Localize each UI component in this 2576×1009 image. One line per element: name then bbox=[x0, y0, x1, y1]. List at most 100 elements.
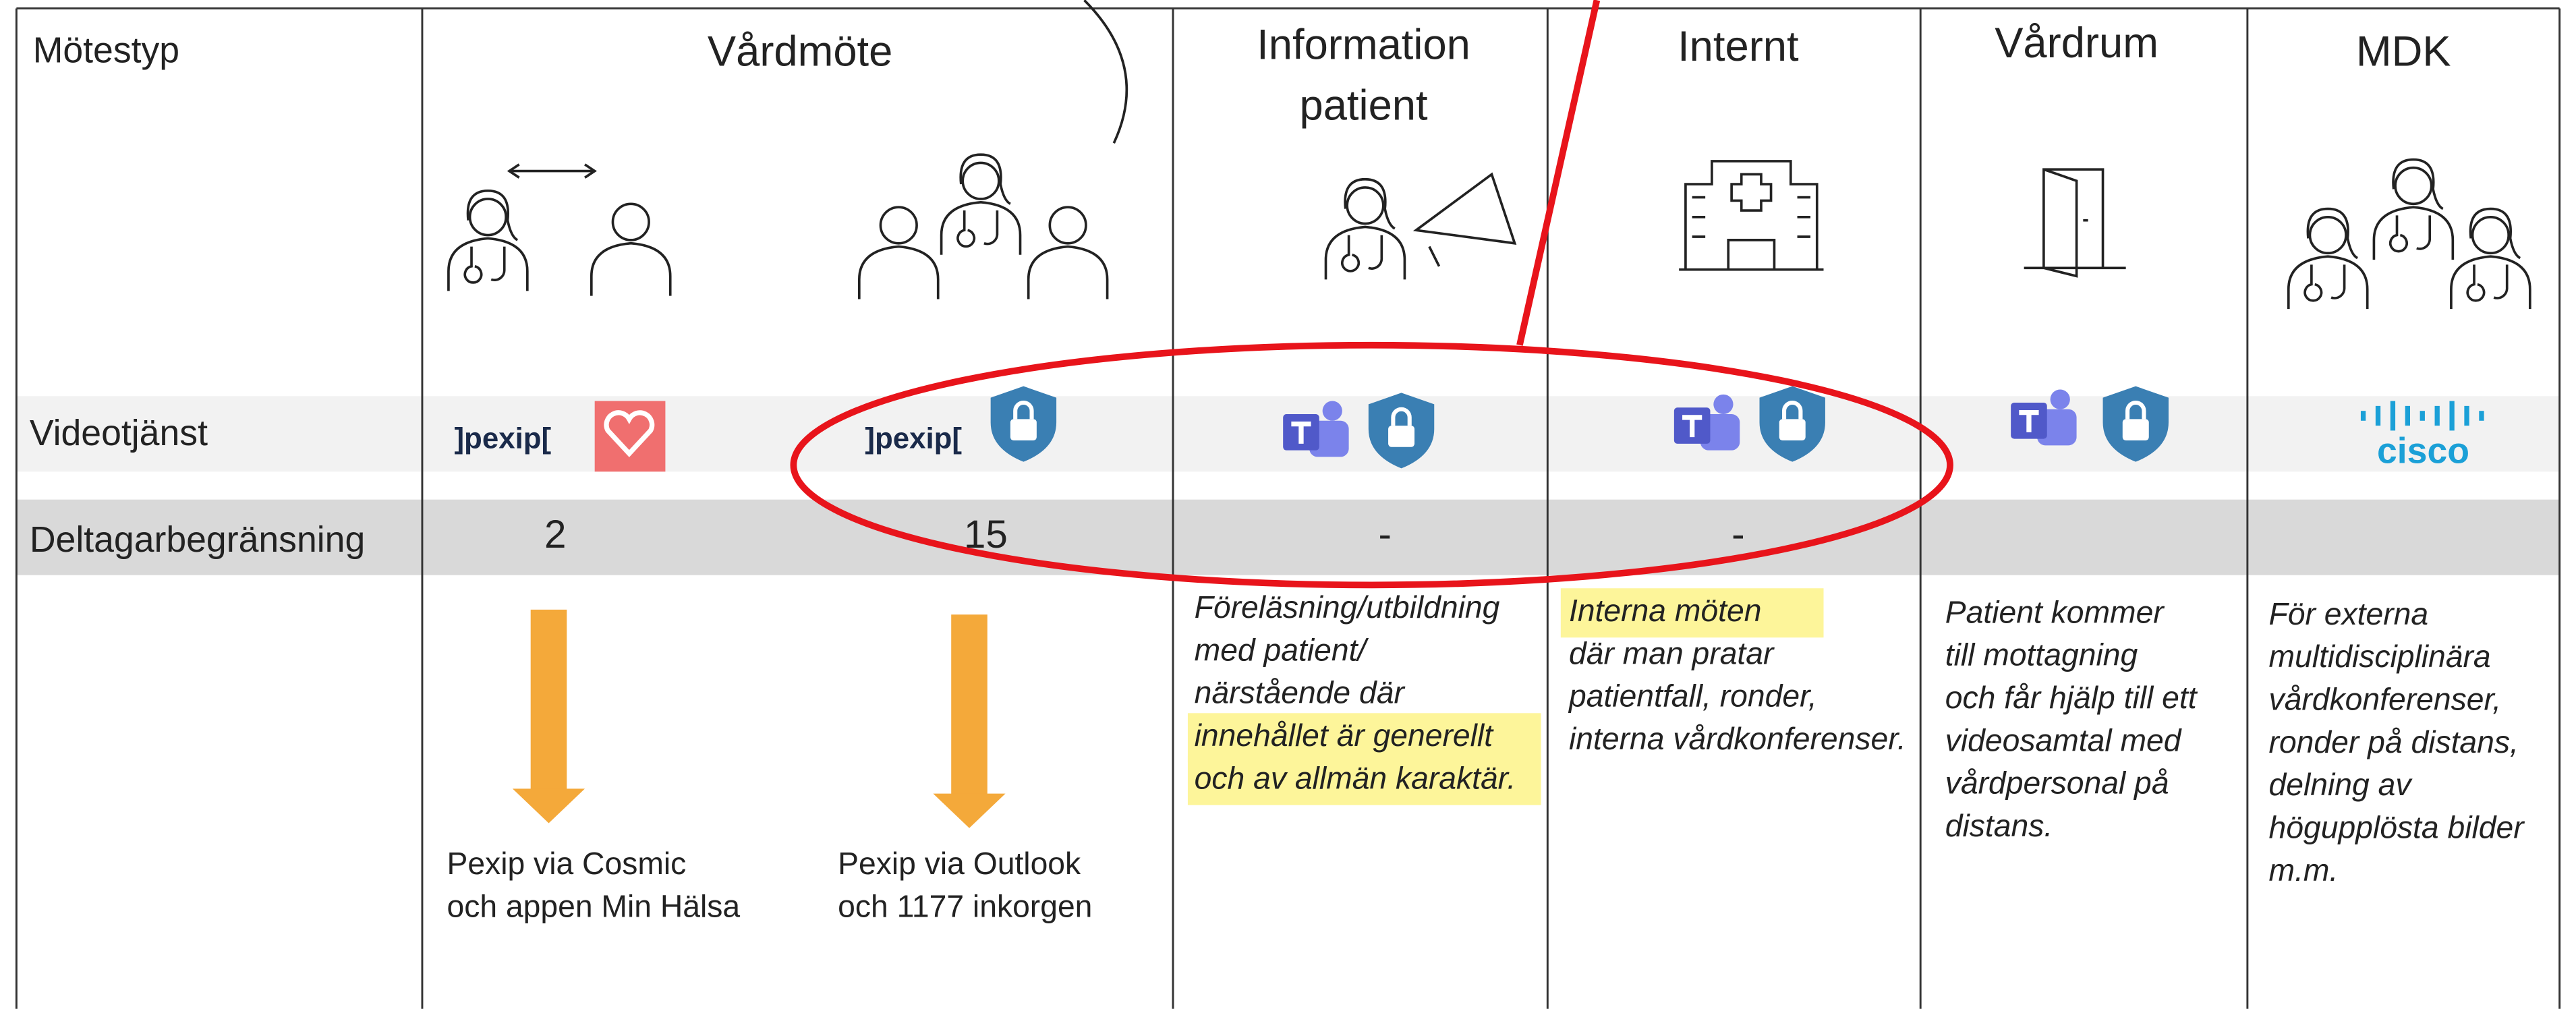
person-head bbox=[961, 161, 1000, 200]
icons bbox=[447, 153, 2531, 310]
description-line: patientfall, ronder, bbox=[1568, 679, 1817, 714]
cisco-bar bbox=[2375, 405, 2381, 426]
door bbox=[2024, 168, 2126, 278]
stethoscope bbox=[1341, 235, 1383, 272]
pexip-logo: ]pexip[ bbox=[454, 422, 551, 455]
description-line: med patient/ bbox=[1195, 632, 1369, 667]
description-line: videosamtal med bbox=[1945, 722, 2182, 757]
highlight bbox=[1187, 755, 1541, 805]
column-title: Internt bbox=[1678, 23, 1799, 70]
label: Mötestyp bbox=[33, 30, 179, 70]
teams-logo bbox=[2019, 409, 2039, 432]
person-hair bbox=[2392, 158, 2444, 210]
teams-logo bbox=[1291, 422, 1311, 444]
highlight bbox=[1187, 713, 1541, 763]
person-body bbox=[1027, 245, 1109, 299]
teams-logo bbox=[2050, 389, 2070, 409]
cisco-bar bbox=[2360, 411, 2366, 421]
hospital bbox=[1679, 160, 1824, 271]
person-hair bbox=[1344, 177, 1396, 230]
lock-body bbox=[2122, 419, 2149, 441]
cisco-logo: cisco bbox=[2377, 431, 2469, 471]
description-line: där man pratar bbox=[1569, 635, 1775, 670]
teams-logo bbox=[1713, 394, 1734, 415]
participant-limit: 2 bbox=[544, 513, 567, 556]
cisco-bar bbox=[2390, 401, 2396, 431]
description-line: För externa bbox=[2269, 596, 2429, 631]
arrows bbox=[512, 609, 1006, 828]
person-body bbox=[447, 237, 529, 291]
note: och appen Min Hälsa bbox=[447, 888, 740, 923]
person-head bbox=[2394, 166, 2433, 206]
heart bbox=[604, 410, 655, 457]
description-line: multidisciplinära bbox=[2269, 639, 2491, 674]
person-body bbox=[857, 245, 940, 299]
cisco-bar bbox=[2405, 405, 2411, 426]
cisco-bar bbox=[2434, 405, 2440, 426]
person-hair bbox=[2469, 207, 2521, 260]
description-line: delning av bbox=[2269, 767, 2413, 802]
column-title: Information bbox=[1257, 22, 1470, 69]
person-head bbox=[2471, 215, 2510, 255]
label: Videotjänst bbox=[30, 413, 208, 453]
teams-logo bbox=[1682, 415, 1702, 438]
double-arrow bbox=[507, 163, 597, 179]
person-head bbox=[879, 206, 918, 245]
participant-limit: - bbox=[1731, 513, 1744, 556]
description-line: interna vårdkonferenser. bbox=[1569, 721, 1906, 756]
description-line: Interna möten bbox=[1569, 593, 1761, 628]
participant-limit: - bbox=[1378, 513, 1391, 556]
stethoscope bbox=[463, 246, 506, 284]
lock-shackle bbox=[1782, 400, 1803, 420]
person-hair bbox=[959, 153, 1011, 205]
person-head bbox=[611, 202, 650, 241]
description-line: till mottagning bbox=[1945, 637, 2138, 672]
label: Deltagarbegränsning bbox=[30, 519, 365, 560]
description-line: vårdkonferenser, bbox=[2269, 681, 2502, 716]
person-body bbox=[940, 201, 1022, 255]
label: Vårdmöte bbox=[708, 28, 892, 75]
person-head bbox=[1346, 186, 1385, 225]
description-line: vårdpersonal på bbox=[1945, 766, 2169, 801]
person-body bbox=[2372, 206, 2455, 260]
description-line: innehållet är generellt bbox=[1195, 718, 1495, 753]
person-head bbox=[468, 198, 507, 237]
person-hair bbox=[2306, 207, 2359, 260]
description-line: högupplösta bilder bbox=[2269, 809, 2525, 844]
annotation-ellipse bbox=[790, 341, 1953, 589]
cisco-bar bbox=[2449, 401, 2455, 431]
teams-logo bbox=[1322, 401, 1342, 421]
lock-shackle bbox=[2125, 400, 2146, 420]
megaphone bbox=[1412, 172, 1517, 267]
cisco-bar bbox=[2464, 405, 2469, 426]
limit-row-band bbox=[16, 499, 2560, 575]
person-body bbox=[2450, 255, 2531, 310]
stethoscope bbox=[2388, 215, 2432, 253]
lock-body bbox=[1010, 419, 1037, 441]
description-line: Patient kommer bbox=[1945, 594, 2165, 629]
highlight bbox=[1560, 588, 1824, 638]
description-line: Föreläsning/utbildning bbox=[1195, 589, 1500, 625]
stethoscope bbox=[2303, 264, 2346, 302]
description-line: närstående där bbox=[1195, 675, 1406, 710]
person-body bbox=[2287, 255, 2369, 310]
column-title: patient bbox=[1299, 82, 1428, 129]
description-line: och får hjälp till ett bbox=[1945, 680, 2198, 715]
note: Pexip via Outlook bbox=[838, 846, 1081, 881]
column-title: Vårdrum bbox=[1995, 20, 2158, 67]
stethoscope bbox=[956, 210, 999, 248]
description-line: distans. bbox=[1945, 808, 2053, 843]
lock-body bbox=[1388, 426, 1415, 447]
person-body bbox=[590, 241, 672, 296]
cisco-bar bbox=[2420, 411, 2425, 421]
description-line: ronder på distans, bbox=[2269, 724, 2519, 759]
stethoscope bbox=[2466, 264, 2509, 302]
person-head bbox=[2308, 215, 2347, 255]
health-app-logo bbox=[594, 401, 666, 472]
person-hair bbox=[466, 189, 519, 241]
lock-body bbox=[1779, 419, 1806, 441]
description-line: m.m. bbox=[2269, 853, 2339, 888]
description-line: och av allmän karaktär. bbox=[1195, 760, 1516, 795]
